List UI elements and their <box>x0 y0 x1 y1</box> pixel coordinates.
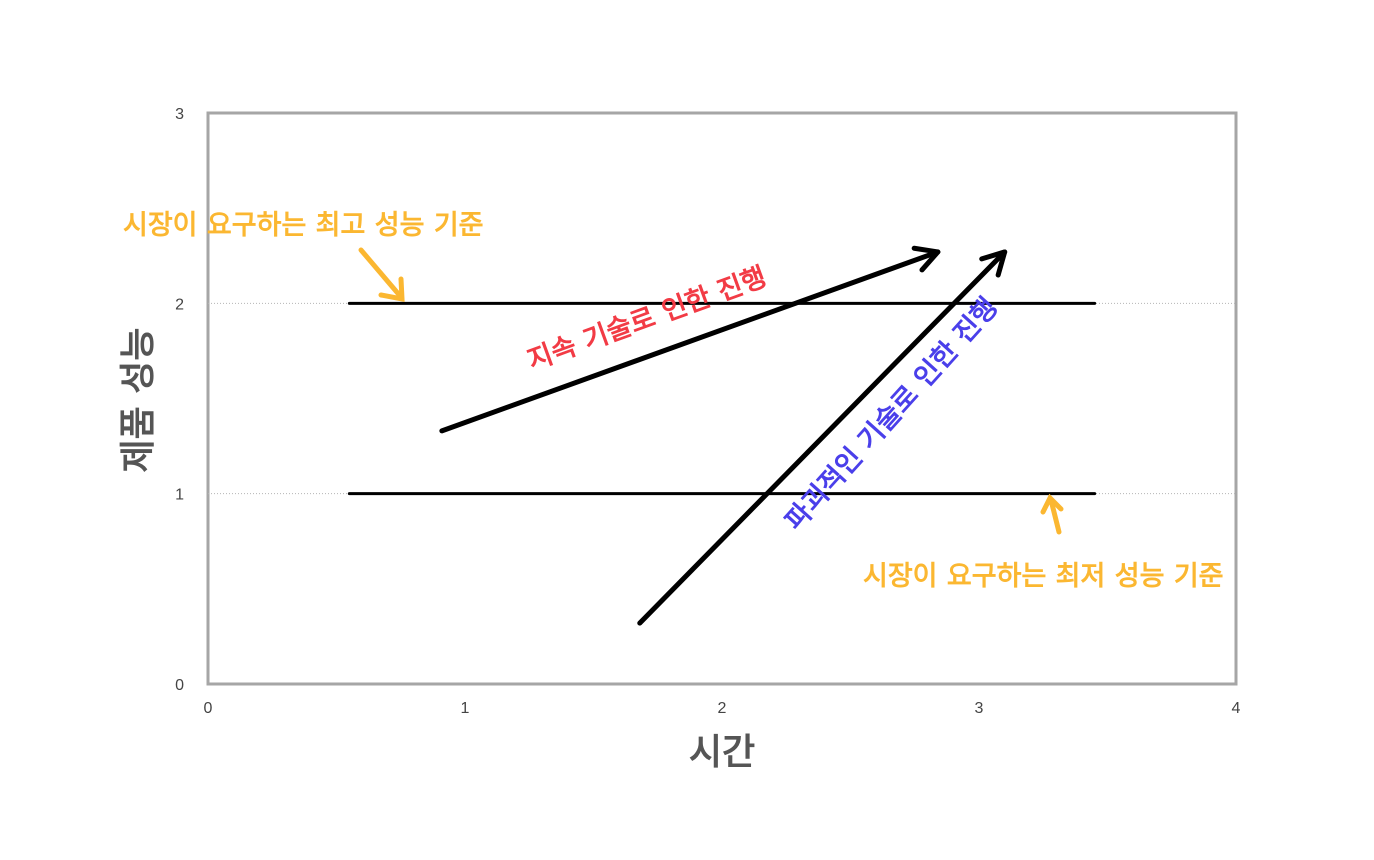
x-tick-label: 3 <box>975 700 984 717</box>
y-tick-label: 0 <box>175 677 184 694</box>
y-tick-label: 3 <box>175 106 184 123</box>
x-tick-label: 2 <box>718 700 727 717</box>
arrowhead <box>911 245 941 273</box>
annotation-max-standard: 시장이 요구하는 최고 성능 기준 <box>123 210 484 241</box>
y-tick-label: 2 <box>175 296 184 313</box>
plot-area <box>206 111 1238 686</box>
x-tick-label: 4 <box>1232 700 1241 717</box>
tick-labels: 0 1 2 3 4 0 1 2 3 <box>175 106 1240 717</box>
annotation-min-standard: 시장이 요구하는 최저 성능 기준 <box>863 561 1224 592</box>
x-tick-label: 0 <box>204 700 213 717</box>
series-lines <box>347 245 1097 626</box>
arrowhead <box>979 249 1008 278</box>
y-tick-label: 1 <box>175 487 184 504</box>
x-axis-title: 시간 <box>689 732 755 773</box>
x-tick-label: 1 <box>461 700 470 717</box>
y-axis-title: 제품 성능 <box>118 327 159 472</box>
trend-arrow-line <box>439 249 941 434</box>
callout-arrow-min <box>1040 493 1064 535</box>
trend-arrow-line <box>637 249 1008 626</box>
callout-arrow-max <box>358 247 405 303</box>
